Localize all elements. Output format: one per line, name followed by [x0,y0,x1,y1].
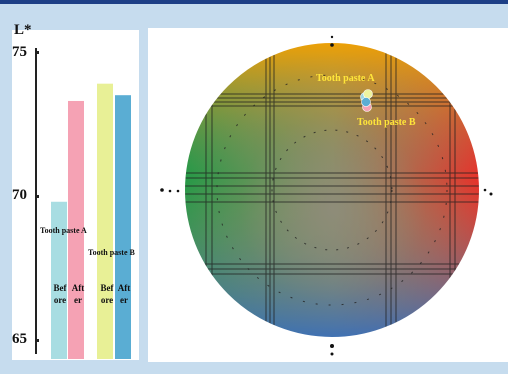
y-tick-label-65: 65 [12,331,27,347]
wheel-label-tooth-paste-b: Tooth paste B [357,117,416,128]
y-tick-65 [35,339,39,342]
color-wheel-chart [160,35,493,356]
y-axis-title: L* [14,22,32,38]
axis-ticks [160,35,493,356]
bar-chart [35,48,131,360]
y-tick-label-75: 75 [12,44,27,60]
series-label-tooth-paste-b: Tooth paste B [88,248,135,257]
series-label-tooth-paste-a: Tooth paste A [40,226,87,235]
color-wheel [184,42,480,338]
bar-tooth-paste-b-after [115,95,131,359]
bar-tooth-paste-a-after [68,100,84,360]
y-tick-75 [35,51,39,54]
bar-tooth-paste-a-before [51,201,67,359]
category-label-b-before: Before [100,283,114,305]
category-label-a-before: Before [53,283,67,305]
y-tick-70 [35,195,39,198]
wheel-label-tooth-paste-a: Tooth paste A [316,73,375,84]
category-label-a-after: After [71,283,85,305]
wheel-points [360,89,373,112]
point-tooth-paste-b-after [361,97,371,107]
category-label-b-after: After [117,283,131,305]
y-tick-label-70: 70 [12,187,27,203]
point-tooth-paste-b-before [363,89,373,99]
bar-tooth-paste-b-before [97,83,113,360]
